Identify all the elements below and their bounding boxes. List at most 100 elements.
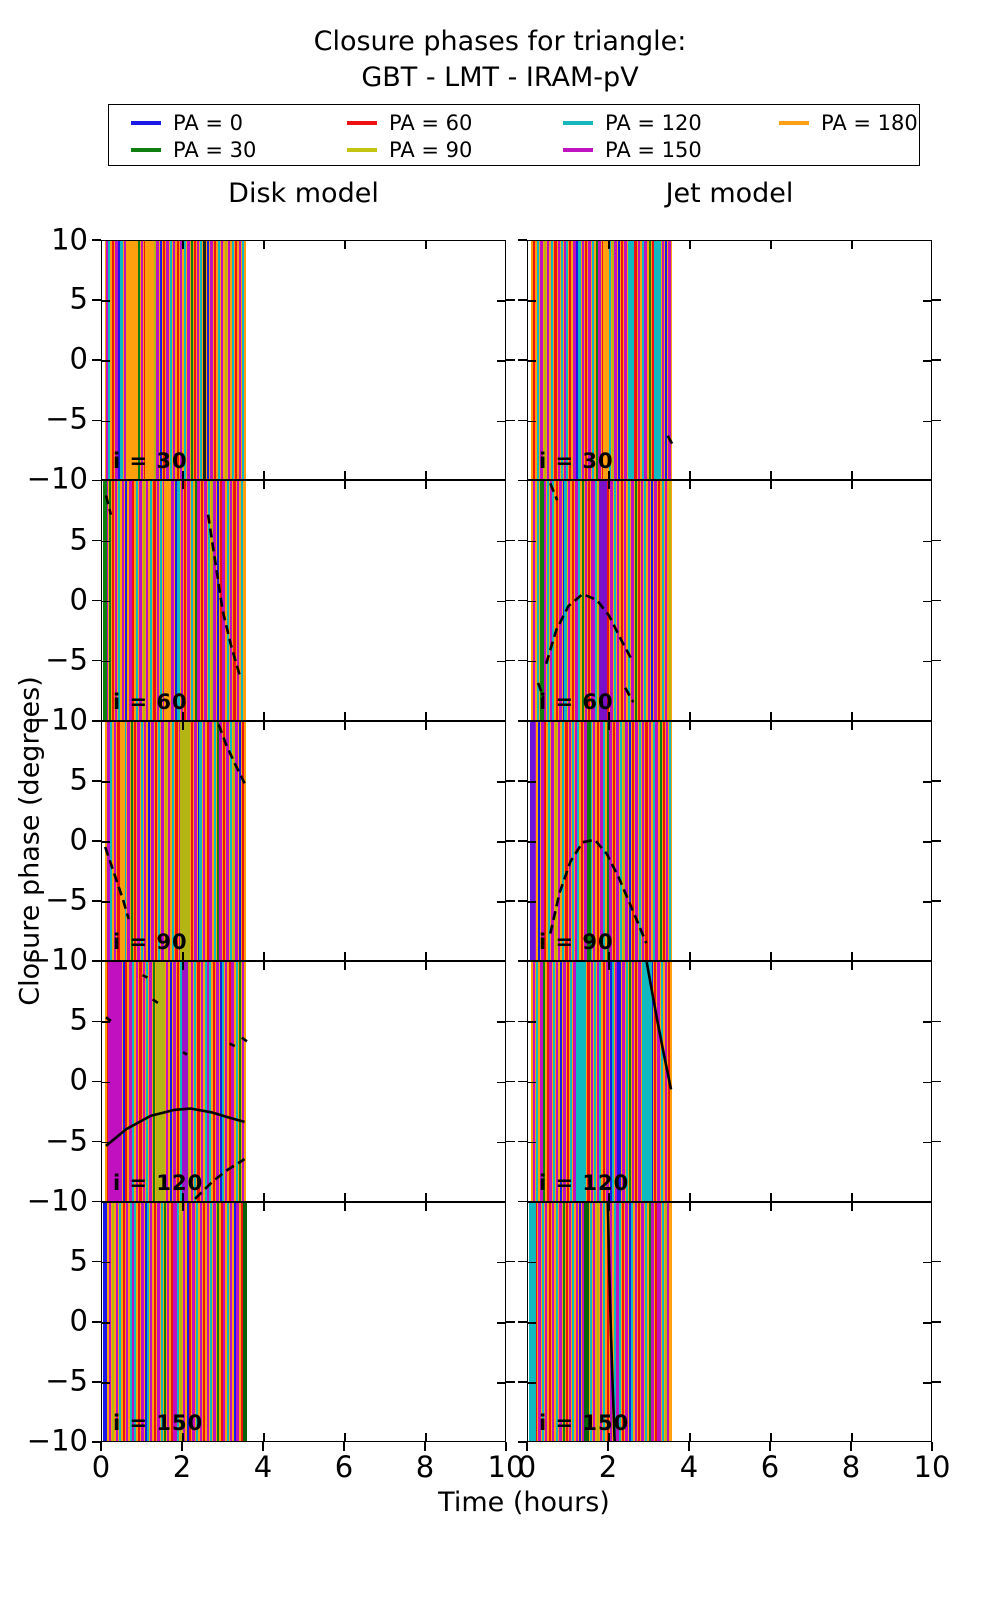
legend-line-swatch	[563, 121, 593, 125]
y-axis-tick	[102, 600, 110, 603]
y-axis-tick	[528, 1382, 536, 1384]
pa-sample-stripe	[596, 1202, 599, 1441]
x-axis-tick	[263, 1432, 265, 1441]
pa-sample-stripe	[611, 962, 615, 1201]
closure-phase-curve-dashed	[549, 838, 648, 944]
pa-sample-stripe	[153, 1202, 156, 1441]
pa-sample-stripe	[534, 1202, 537, 1441]
pa-sample-stripe	[654, 481, 658, 720]
figure-title-line1: Closure phases for triangle:	[313, 26, 687, 57]
x-axis-tick	[851, 241, 853, 249]
pa-sample-stripe-wide	[144, 241, 153, 480]
pa-sample-stripe	[222, 1202, 226, 1441]
pa-sample-stripe	[160, 1202, 163, 1441]
pa-sample-stripe	[555, 481, 558, 720]
pa-sample-stripe	[537, 721, 540, 961]
pa-sample-stripe-wide	[528, 1202, 536, 1441]
pa-sample-stripe	[613, 721, 616, 961]
pa-sample-stripe	[631, 962, 635, 1201]
closure-phase-curves	[606, 1202, 616, 1441]
pa-sample-stripe	[171, 721, 174, 961]
pa-sample-stripe	[570, 962, 573, 1201]
pa-sample-stripe-wide	[584, 1202, 590, 1441]
x-axis-tick	[608, 952, 610, 961]
axis-tick	[518, 900, 527, 902]
y-axis-tick	[528, 1141, 536, 1144]
sampling-band	[105, 241, 247, 480]
pa-sample-stripe	[581, 241, 584, 480]
x-axis-tick	[182, 721, 184, 730]
x-axis-tick	[851, 1202, 853, 1211]
pa-sample-stripe	[599, 721, 603, 961]
pa-sample-stripe	[575, 1202, 578, 1441]
axis-tick	[518, 1441, 527, 1443]
axis-tick	[92, 1020, 101, 1023]
pa-sample-stripe	[629, 721, 632, 961]
axis-tick	[506, 780, 515, 782]
pa-sample-stripe	[129, 1202, 132, 1441]
axis-tick	[92, 419, 101, 422]
pa-sample-stripe	[642, 721, 645, 961]
axis-tick	[92, 1200, 101, 1203]
pa-sample-stripe	[217, 721, 220, 961]
pa-sample-stripe	[238, 241, 241, 480]
x-axis-tick	[344, 952, 346, 961]
pa-sample-stripe	[625, 962, 628, 1201]
pa-sample-stripe	[201, 962, 204, 1201]
pa-sample-stripe	[638, 1202, 641, 1441]
pa-sample-stripe	[124, 721, 127, 961]
y-axis-tick	[528, 600, 536, 603]
pa-sample-stripe	[217, 1202, 220, 1441]
pa-sample-stripe	[625, 1202, 629, 1441]
legend-entry-pa-90: PA = 90	[347, 138, 472, 162]
pa-sample-stripe	[127, 721, 131, 961]
pa-sample-stripe-wide	[628, 241, 635, 480]
axis-tick	[518, 299, 527, 301]
pa-sample-stripe	[536, 962, 539, 1201]
y-axis-tick	[528, 1021, 536, 1024]
legend-line-swatch	[131, 148, 161, 152]
pa-sample-stripe	[606, 481, 609, 720]
pa-sample-stripe	[622, 721, 625, 961]
y-axis-tick	[497, 841, 505, 843]
pa-sample-stripe	[549, 962, 552, 1201]
y-axis-tick	[102, 1261, 110, 1264]
pa-sample-stripe	[111, 241, 114, 480]
pa-sample-stripe	[581, 481, 584, 720]
x-axis-tick	[182, 1202, 184, 1211]
pa-sample-stripe	[241, 962, 245, 1201]
pa-sample-stripe	[638, 721, 641, 961]
pa-sample-stripe	[562, 962, 566, 1201]
x-tick-label: 4	[253, 1450, 273, 1484]
x-tick-label: 2	[172, 1450, 192, 1484]
axis-tick	[343, 1442, 345, 1451]
panel-jet-i60: i = 60	[527, 480, 932, 721]
pa-sample-stripe	[603, 1202, 606, 1441]
x-axis-tick	[770, 241, 772, 249]
closure-phase-curves	[105, 974, 248, 1200]
pa-sample-stripe	[212, 962, 215, 1201]
pa-sample-stripe	[598, 241, 601, 480]
pa-sample-stripe	[652, 721, 655, 961]
x-axis-tick	[263, 481, 265, 490]
y-axis-tick	[528, 1261, 536, 1264]
pa-sample-stripe	[134, 1202, 137, 1441]
axis-tick	[100, 1442, 102, 1451]
x-axis-tick	[344, 962, 346, 971]
y-axis-tick	[528, 360, 536, 362]
pa-sample-stripe	[651, 1202, 654, 1441]
panel-disk-i150: i = 150	[101, 1201, 506, 1442]
y-axis-tick	[923, 781, 931, 783]
axis-tick	[506, 1020, 515, 1023]
pa-sample-stripe	[657, 1202, 661, 1441]
pa-sample-stripe	[128, 481, 132, 720]
pa-sample-stripe	[106, 962, 109, 1201]
column-title-jet-model: Jet model	[665, 178, 794, 209]
pa-sample-stripe	[580, 721, 583, 961]
pa-sample-stripe	[183, 241, 186, 480]
pa-sample-stripe	[199, 721, 202, 961]
axis-tick	[518, 479, 527, 482]
pa-sample-stripe	[193, 721, 197, 961]
y-axis-tick	[102, 660, 110, 663]
y-axis-tick	[923, 540, 931, 543]
